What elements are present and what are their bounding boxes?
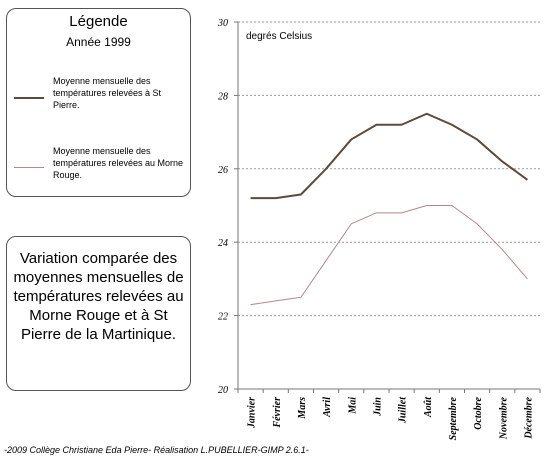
- y-tick-label: 28: [218, 91, 228, 102]
- legend-year: Année 1999: [66, 35, 131, 49]
- x-tick-label: Février: [272, 397, 283, 429]
- y-tick-label: 22: [218, 312, 228, 323]
- x-tick-label: Mai: [347, 397, 358, 415]
- x-tick-label: Décembre: [523, 396, 534, 439]
- temperature-line-chart: 20 22 24 26 28 30 Janvier Février Mars Avril Mai Ju…: [217, 18, 541, 440]
- y-tick-label: 24: [218, 238, 228, 249]
- x-tick-label: Juillet: [398, 396, 409, 424]
- legend-item-st-pierre: Moyenne mensuelle des températures relev…: [53, 76, 162, 110]
- legend-item-morne-rouge: Moyenne mensuelle des températures relev…: [53, 146, 184, 180]
- x-tick-label: Octobre: [473, 396, 484, 429]
- x-tick-label: Janvier: [247, 397, 258, 429]
- legend-box: Légende Année 1999 Moyenne mensuelle des…: [6, 8, 191, 197]
- legend-swatch-st-pierre: [14, 97, 44, 99]
- y-tick-label: 30: [217, 18, 228, 29]
- description-box: Variation comparée des moyennes mensuell…: [6, 236, 191, 391]
- series-line-st-pierre: [250, 112, 529, 200]
- footer-credit: -2009 Collège Christiane Eda Pierre- Réa…: [4, 445, 309, 455]
- legend-swatch-morne-rouge: [14, 167, 44, 168]
- legend-title: Légende: [69, 13, 128, 30]
- y-unit-label: degrés Celsius: [246, 31, 312, 42]
- x-tick-label: Juin: [372, 397, 383, 417]
- y-tick-label: 20: [218, 385, 228, 396]
- x-tick-label: Novembre: [498, 396, 509, 440]
- x-tick-label: Mars: [297, 397, 308, 420]
- x-tick-label: Septembre: [448, 396, 459, 440]
- y-tick-label: 26: [218, 165, 228, 176]
- description-text: Variation comparée des moyennes mensuell…: [13, 250, 184, 343]
- x-tick-label: Août: [423, 396, 434, 418]
- x-tick-label: Avril: [322, 397, 333, 418]
- series-line-morne-rouge: [250, 205, 528, 306]
